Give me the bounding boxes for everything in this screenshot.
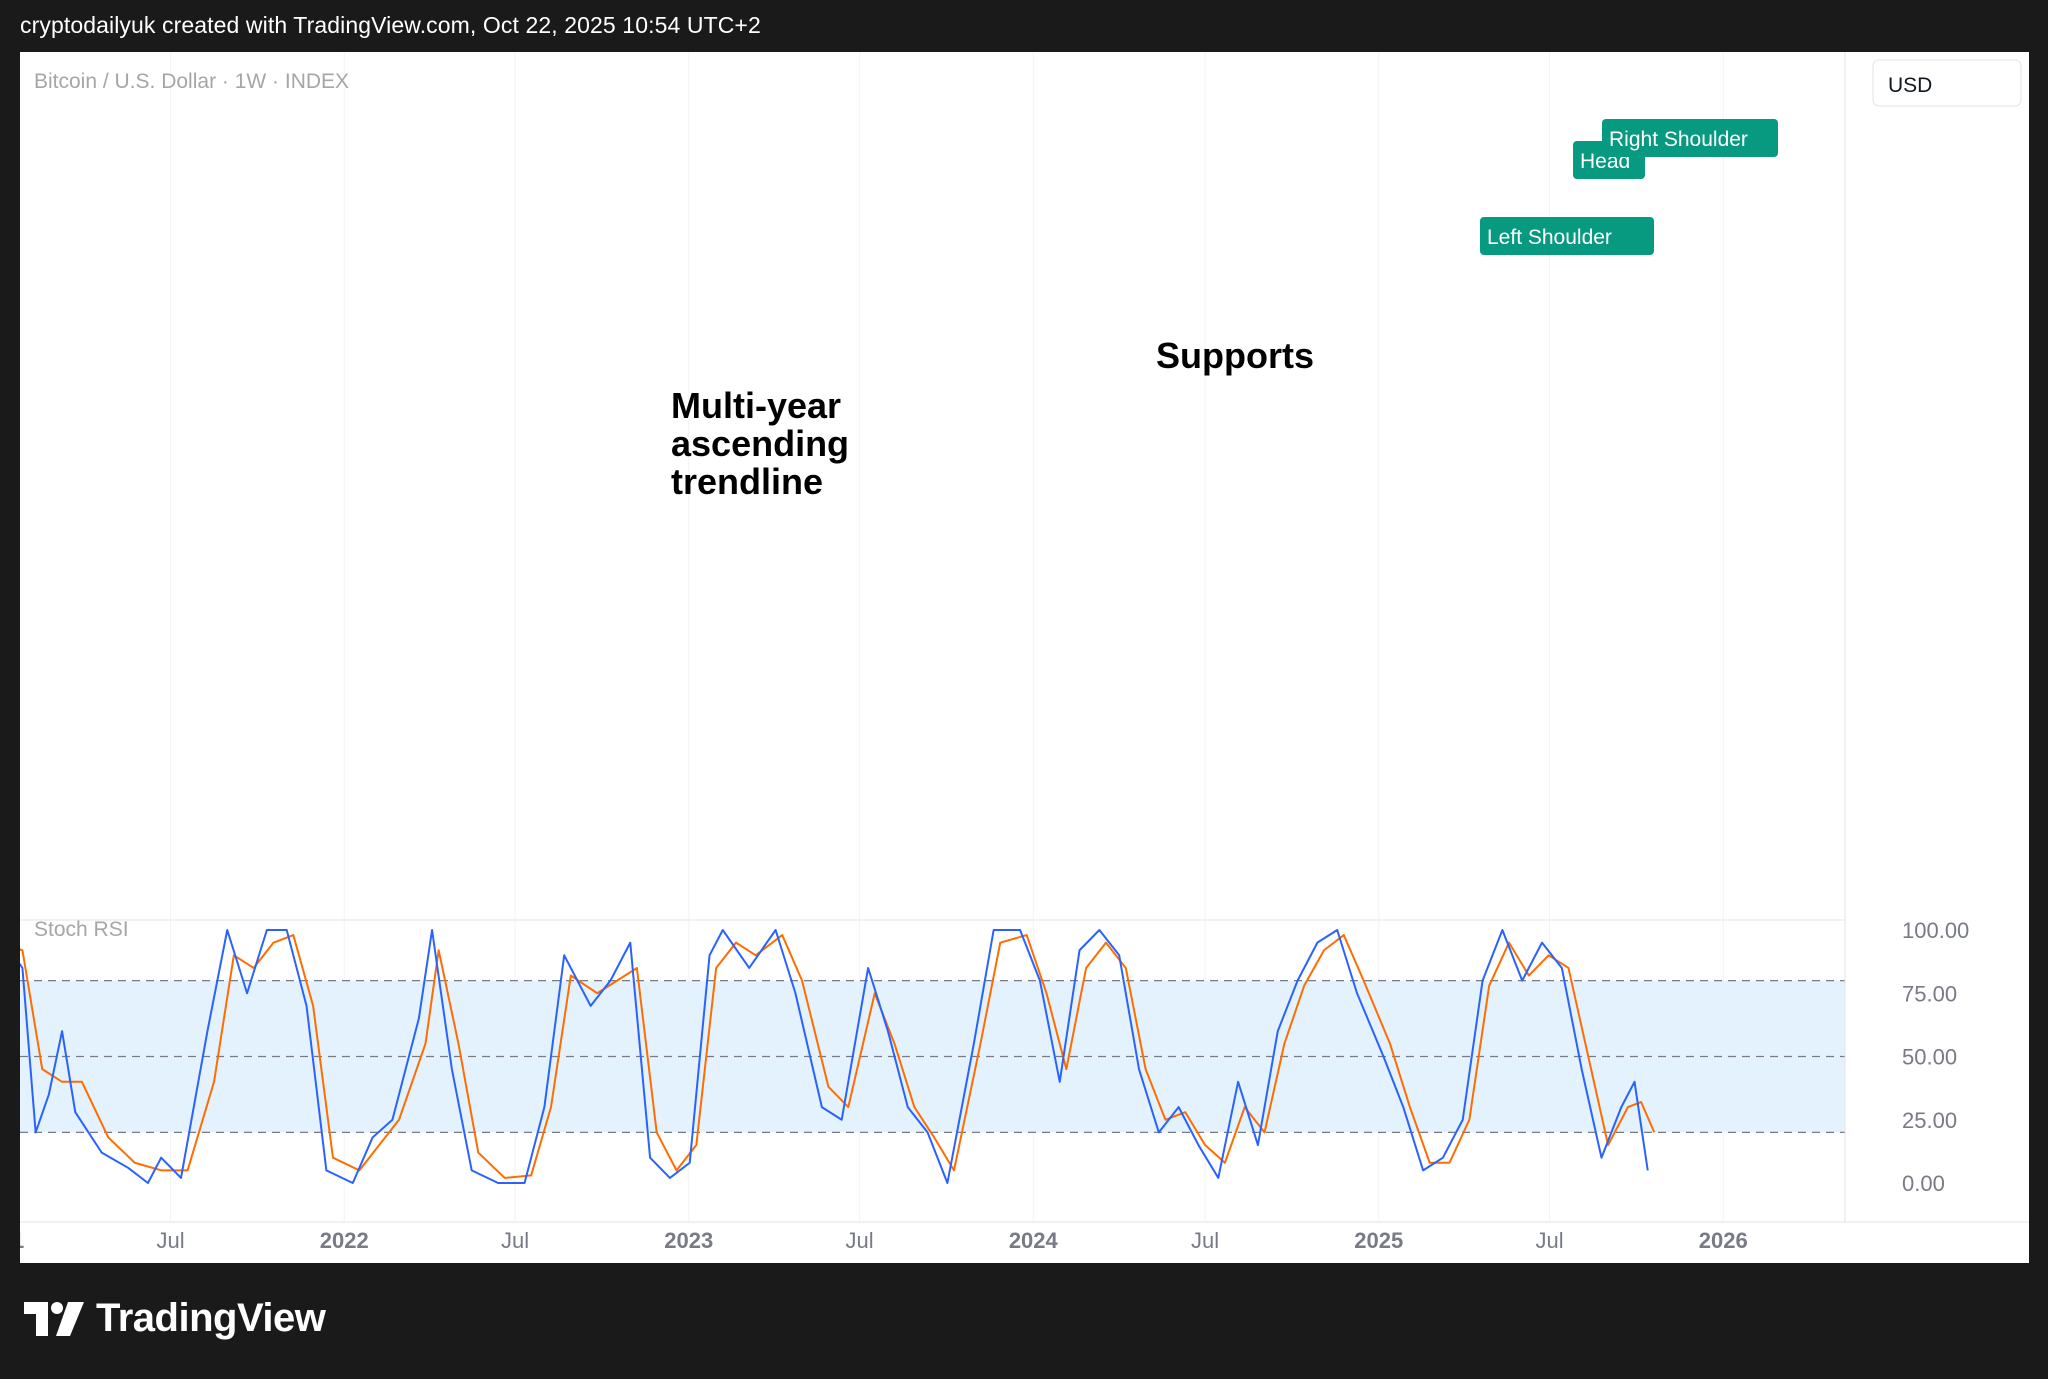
badge-box bbox=[1602, 119, 1778, 157]
symbol-title: Bitcoin / U.S. Dollar · 1W · INDEX bbox=[34, 70, 349, 93]
x-axis: 2021 Jul 2022 Jul 2023 Jul 2024 Jul 2025 Jul 2026 bbox=[20, 1221, 2029, 1253]
annotation-text: ascending bbox=[671, 423, 849, 464]
stoch-tick-label: 25.00 bbox=[1902, 1108, 1957, 1133]
stoch-rsi-title: Stoch RSI bbox=[34, 918, 129, 941]
tradingview-wordmark: TradingView bbox=[96, 1296, 326, 1340]
stoch-band-lines bbox=[20, 979, 1845, 1134]
x-tick-label: Jul bbox=[846, 1228, 874, 1253]
chart-header-caption: cryptodailyuk created with TradingView.c… bbox=[20, 12, 761, 38]
footer-brand: TradingView bbox=[24, 1296, 326, 1341]
x-tick-label: 2023 bbox=[664, 1228, 713, 1253]
x-tick-label: 2021 bbox=[20, 1228, 24, 1253]
stoch-rsi-lines bbox=[20, 929, 1656, 1184]
stoch-line-k bbox=[20, 929, 1649, 1184]
currency-label: USD bbox=[1888, 74, 1932, 97]
badge-box bbox=[1480, 217, 1654, 255]
currency-selector[interactable]: USD bbox=[1872, 59, 2022, 107]
x-tick-label: 2022 bbox=[320, 1228, 369, 1253]
pattern-badge: Left Shoulder bbox=[1480, 217, 1654, 255]
stoch-tick-label: 75.00 bbox=[1902, 981, 1957, 1006]
stoch-line-d bbox=[20, 934, 1656, 1179]
price-axis[interactable]: 20,000.0030,000.0040,000.0050,000.0060,0… bbox=[1844, 52, 1990, 1222]
annotation-text: Supports bbox=[1156, 335, 1314, 376]
stoch-tick-label: 0.00 bbox=[1902, 1171, 1945, 1196]
stoch-tick-label: 50.00 bbox=[1902, 1045, 1957, 1070]
tradingview-logo-icon bbox=[24, 1301, 84, 1336]
x-tick-label: Jul bbox=[1191, 1228, 1219, 1253]
stoch-axis: 100.00 75.00 50.00 25.00 0.00 bbox=[1902, 918, 1969, 1196]
badge-label: Right Shoulder bbox=[1609, 128, 1748, 151]
x-tick-label: Jul bbox=[157, 1228, 185, 1253]
x-tick-label: Jul bbox=[501, 1228, 529, 1253]
pattern-badge: Right Shoulder bbox=[1602, 119, 1778, 157]
x-tick-label: Jul bbox=[1536, 1228, 1564, 1253]
stoch-tick-label: 100.00 bbox=[1902, 918, 1969, 943]
x-tick-label: 2026 bbox=[1699, 1228, 1748, 1253]
badge-label: Left Shoulder bbox=[1487, 226, 1612, 249]
chart-canvas[interactable]: Left Shoulder Head Right Shoulder Supports M… bbox=[20, 52, 2029, 1263]
x-tick-label: 2024 bbox=[1009, 1228, 1059, 1253]
annotation-text: Multi-year bbox=[671, 385, 841, 426]
x-tick-label: 2025 bbox=[1354, 1228, 1403, 1253]
annotation-text: trendline bbox=[671, 461, 823, 502]
